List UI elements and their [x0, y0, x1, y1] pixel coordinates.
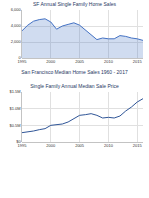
- svg-text:Single Family Annual Median Sa: Single Family Annual Median Sale Price: [30, 83, 119, 89]
- svg-text:$0.5M: $0.5M: [10, 123, 21, 128]
- svg-text:$1.0M: $1.0M: [10, 106, 21, 111]
- svg-text:2015: 2015: [133, 143, 143, 148]
- html-text:San Francisco Median Home Sale: San Francisco Median Home Sales 1960 - 2…: [21, 69, 128, 75]
- svg-text:0: 0: [18, 55, 21, 60]
- svg-text:2010: 2010: [104, 143, 114, 148]
- svg-text:4,000: 4,000: [11, 23, 22, 28]
- svg-text:2015: 2015: [133, 59, 143, 64]
- svg-text:2005: 2005: [75, 143, 85, 148]
- svg-text:SF Annual Single Family Home S: SF Annual Single Family Home Sales: [33, 1, 117, 7]
- svg-text:1995: 1995: [18, 59, 28, 64]
- svg-text:2,000: 2,000: [11, 39, 22, 44]
- svg-text:2000: 2000: [46, 143, 56, 148]
- svg-text:$0: $0: [16, 139, 21, 144]
- svg-text:1995: 1995: [18, 143, 28, 148]
- svg-text:$1.5M: $1.5M: [10, 89, 21, 94]
- svg-text:2010: 2010: [104, 59, 114, 64]
- svg-text:2000: 2000: [46, 59, 56, 64]
- svg-text:2005: 2005: [75, 59, 85, 64]
- svg-text:6,000: 6,000: [11, 7, 22, 12]
